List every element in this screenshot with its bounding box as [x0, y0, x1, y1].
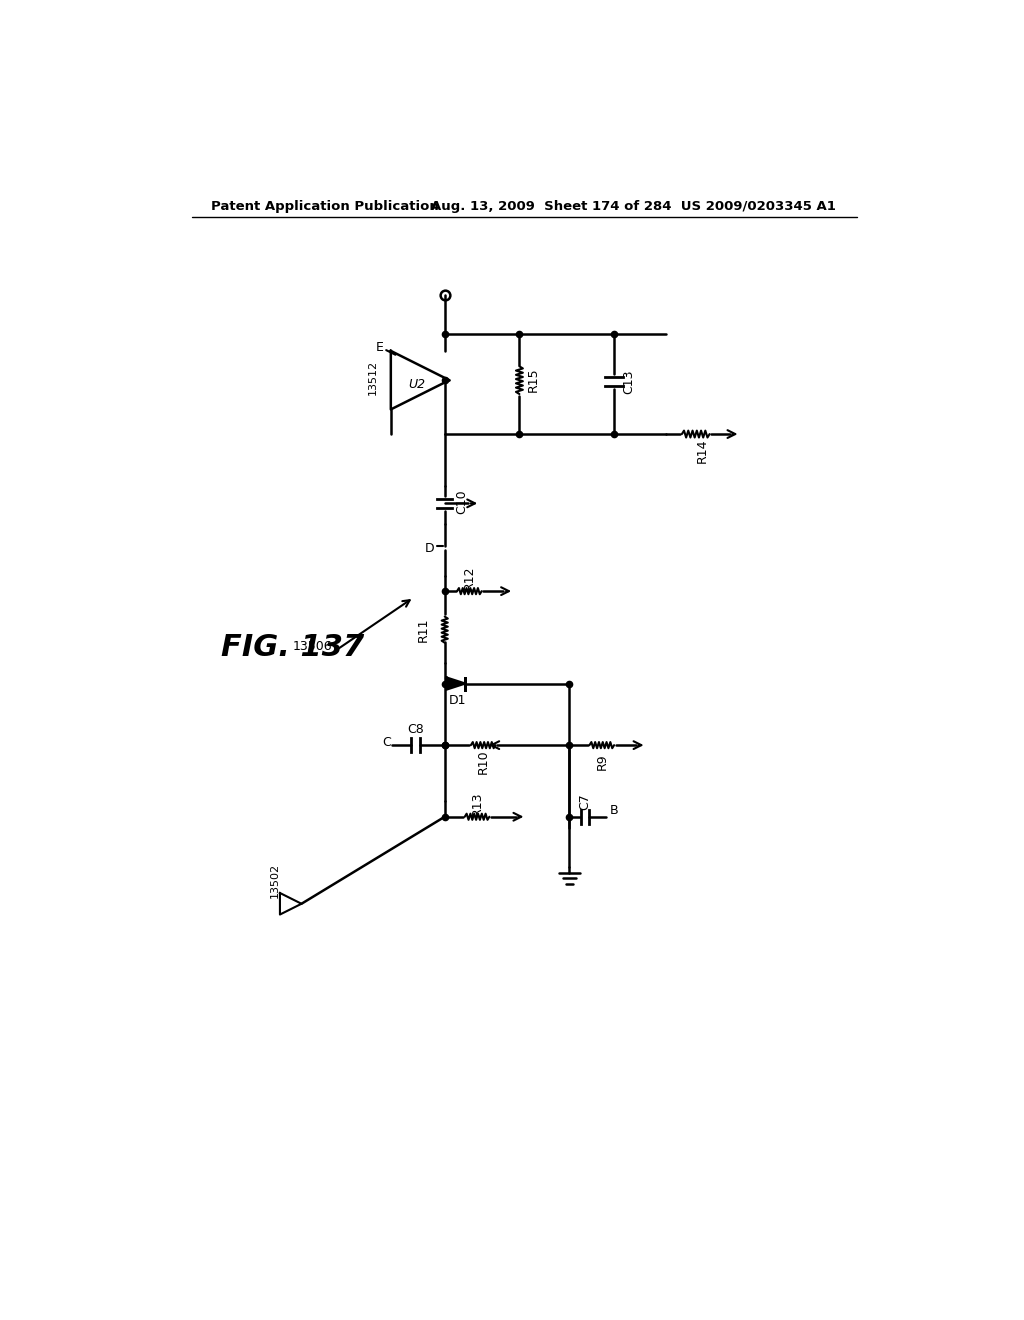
Text: U2: U2 — [409, 378, 426, 391]
Text: C10: C10 — [456, 490, 469, 513]
Text: R10: R10 — [477, 750, 489, 775]
Text: D1: D1 — [449, 694, 466, 708]
Text: 13512: 13512 — [368, 360, 377, 396]
Text: E: E — [376, 342, 384, 354]
Text: R11: R11 — [417, 618, 429, 642]
Text: 13506: 13506 — [293, 640, 333, 653]
Text: R13: R13 — [471, 792, 483, 816]
Text: Aug. 13, 2009  Sheet 174 of 284  US 2009/0203345 A1: Aug. 13, 2009 Sheet 174 of 284 US 2009/0… — [431, 199, 836, 213]
Text: B: B — [610, 804, 618, 817]
Text: R12: R12 — [463, 566, 476, 590]
Text: R15: R15 — [527, 368, 540, 392]
Text: C8: C8 — [408, 723, 424, 737]
Text: C: C — [382, 737, 390, 750]
Polygon shape — [446, 677, 465, 689]
Text: FIG. 137: FIG. 137 — [221, 632, 365, 661]
Text: C13: C13 — [622, 370, 635, 393]
Text: Patent Application Publication: Patent Application Publication — [211, 199, 438, 213]
Text: C7: C7 — [579, 793, 592, 809]
Text: R9: R9 — [595, 754, 608, 771]
Text: D: D — [424, 541, 434, 554]
Text: R14: R14 — [695, 438, 709, 463]
Text: 13502: 13502 — [270, 863, 281, 898]
